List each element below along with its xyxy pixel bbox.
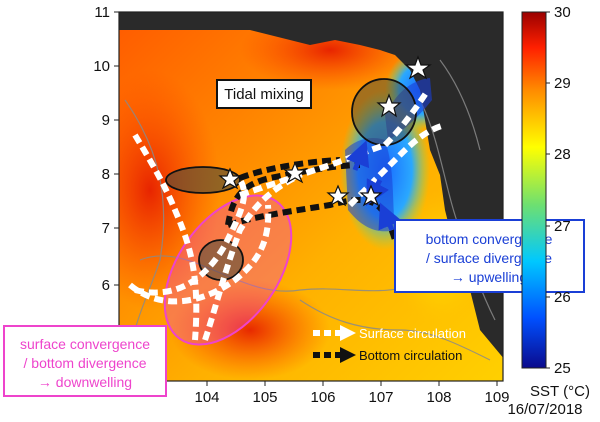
lon-tick-label: 105 [252,389,277,406]
downwelling-text-line: surface convergence [20,336,150,352]
star-marker [359,184,383,207]
colorbar-tick-label: 26 [554,289,571,306]
axis-tick-marks [114,11,498,386]
lon-tick-label: 107 [368,389,393,406]
downwelling-text-line: → downwelling [38,374,132,390]
station-markers [218,55,432,207]
lon-tick-label: 106 [310,389,335,406]
lon-tick-label: 109 [484,389,509,406]
downwelling-text-line: / bottom divergence [24,355,147,371]
bottom-legend-arrowhead [340,347,356,363]
star-marker [283,161,307,184]
upwelling-text-line: bottom convergence [426,231,553,247]
tidal-mixing-zone [165,166,241,194]
sst-colorbar: 30 29 28 27 26 25 SST (°C) 16/07/2018 [507,4,589,418]
star-marker [404,55,432,80]
colorbar-label: SST (°C) [530,383,590,400]
lat-tick-label: 9 [102,112,110,129]
upwelling-text-line: / surface divergence [426,250,552,266]
downwelling-annotation: surface convergence / bottom divergence … [3,325,167,397]
map-plot [119,12,503,381]
land-mass [119,12,503,30]
tidal-mixing-box [216,79,312,109]
surface-legend-arrowhead [340,325,356,341]
surface-circulation-label: Surface circulation [359,326,466,341]
colorbar-gradient [521,11,547,369]
lat-tick-label: 8 [102,166,110,183]
date-label: 16/07/2018 [507,401,582,418]
surface-circulation-paths [128,88,446,341]
latitude-axis: 6 7 8 9 10 11 [93,4,110,294]
land-mass [119,12,503,358]
tidal-mixing-text: Tidal mixing [224,86,303,103]
star-marker [218,167,242,190]
longitude-axis: 104 105 106 107 108 109 [194,389,509,406]
lon-tick-label: 108 [426,389,451,406]
colorbar-tick-label: 25 [554,360,571,377]
upwelling-text-line: → upwelling [451,269,527,285]
colorbar-tick-label: 29 [554,75,571,92]
lat-tick-label: 6 [102,277,110,294]
lat-tick-label: 11 [94,4,110,21]
warm-sst-patch [170,280,330,380]
star-marker [376,93,402,118]
downwelling-box [3,325,167,397]
legend-symbols [313,325,356,363]
colorbar-tick-label: 30 [554,4,571,21]
colorbar-tick-label: 28 [554,146,571,163]
lat-tick-label: 10 [93,58,110,75]
star-marker [326,184,350,207]
upwelling-box [394,219,585,293]
warm-sst-patch [119,70,220,310]
lon-tick-label: 104 [194,389,219,406]
tidal-mixing-label: Tidal mixing [216,79,312,109]
colorbar-tick-label: 27 [554,218,571,235]
upwelling-annotation: bottom convergence / surface divergence … [394,219,585,293]
lat-tick-label: 7 [102,220,110,237]
map-frame [118,11,504,382]
bottom-circulation-label: Bottom circulation [359,348,462,363]
